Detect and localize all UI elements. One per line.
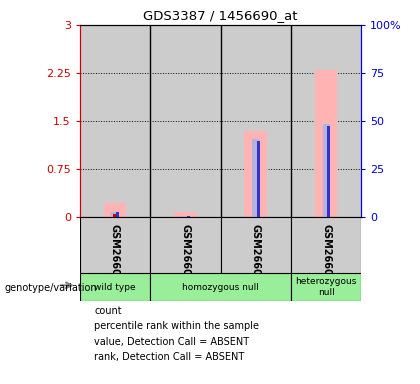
FancyBboxPatch shape [80,273,150,301]
Text: wild type: wild type [94,283,136,291]
Text: GSM266062: GSM266062 [251,223,261,289]
Bar [182,216,189,217]
FancyBboxPatch shape [220,217,291,273]
Bar [104,203,126,217]
FancyBboxPatch shape [291,217,361,273]
Bar [244,131,267,217]
FancyBboxPatch shape [291,273,361,301]
Text: count: count [94,306,122,316]
FancyBboxPatch shape [80,217,150,273]
Text: heterozygous
null: heterozygous null [295,277,357,297]
Bar [116,212,119,217]
Bar [327,126,330,217]
Bar [252,139,259,217]
Text: percentile rank within the sample: percentile rank within the sample [94,321,260,331]
FancyBboxPatch shape [150,217,220,273]
Text: value, Detection Call = ABSENT: value, Detection Call = ABSENT [94,337,249,347]
Title: GDS3387 / 1456690_at: GDS3387 / 1456690_at [143,9,298,22]
Text: GSM266064: GSM266064 [321,223,331,289]
Bar [174,212,197,217]
Bar [220,25,291,217]
Bar [315,70,337,217]
FancyBboxPatch shape [150,273,291,301]
Text: GSM266063: GSM266063 [110,223,120,289]
Bar [113,214,117,217]
Text: GSM266061: GSM266061 [180,223,190,289]
Bar [186,216,189,217]
Text: homozygous null: homozygous null [182,283,259,291]
Text: rank, Detection Call = ABSENT: rank, Detection Call = ABSENT [94,352,245,362]
Bar [80,25,150,217]
Bar [323,124,330,217]
Bar [291,25,361,217]
Bar [111,212,118,217]
Bar [257,141,260,217]
Text: genotype/variation: genotype/variation [4,283,97,293]
Bar [150,25,220,217]
